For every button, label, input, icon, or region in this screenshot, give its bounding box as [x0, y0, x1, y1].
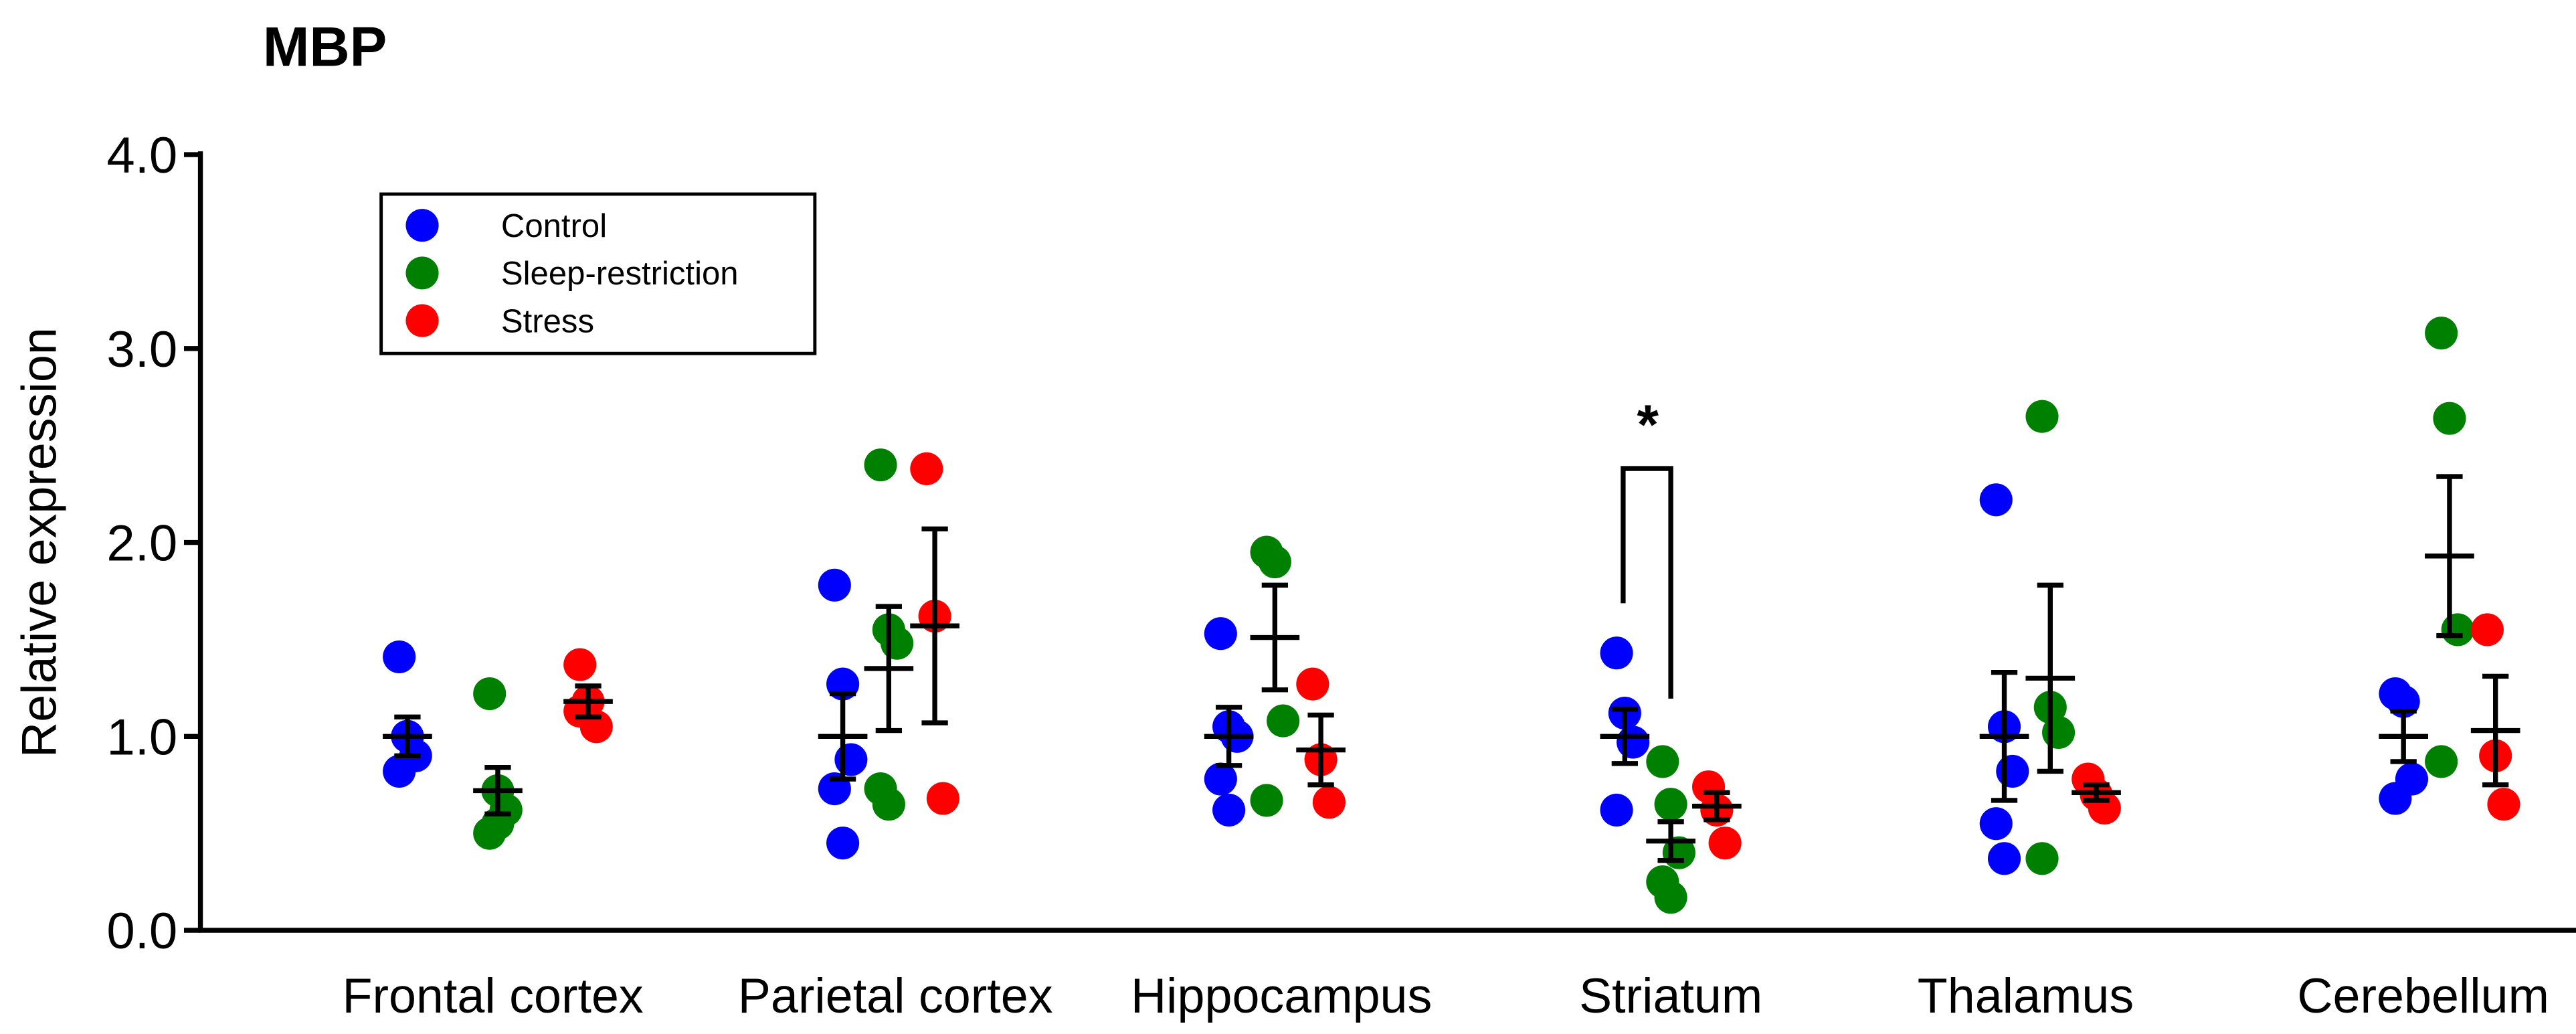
- data-point: [2425, 317, 2458, 350]
- x-tick-label: Frontal cortex: [342, 968, 643, 1023]
- error-bar: [2083, 782, 2110, 803]
- data-point: [1654, 881, 1687, 914]
- legend-marker: [405, 256, 439, 290]
- legend-label: Stress: [501, 303, 594, 339]
- data-point: [926, 782, 959, 815]
- y-tick-label: 2.0: [106, 515, 177, 572]
- data-point: [2042, 715, 2076, 750]
- error-bar: [484, 764, 511, 816]
- legend-box: [379, 192, 817, 355]
- data-point: [2025, 400, 2059, 433]
- data-point: [872, 788, 905, 821]
- legend-label: Sleep-restriction: [501, 256, 739, 292]
- data-point: [1296, 667, 1329, 701]
- x-tick-label: Parietal cortex: [738, 968, 1053, 1023]
- error-bar: [829, 691, 856, 782]
- error-bar: [921, 526, 948, 725]
- significance-bracket: [1621, 466, 1673, 699]
- y-tick-label: 0.0: [106, 903, 177, 960]
- data-point: [1250, 784, 1283, 817]
- data-point: [1979, 807, 2013, 841]
- chart-title: MBP: [263, 15, 387, 78]
- legend-marker: [405, 209, 439, 242]
- data-point: [2441, 613, 2474, 647]
- legend-label: Control: [501, 208, 607, 244]
- error-bar: [1657, 819, 1684, 863]
- error-bar: [1991, 669, 2018, 803]
- x-tick-label: Thalamus: [1918, 968, 2134, 1023]
- data-point: [1979, 483, 2013, 517]
- significance-annotation: *: [1637, 393, 1659, 456]
- y-axis-label: Relative expression: [11, 327, 66, 758]
- x-tick-label: Hippocampus: [1131, 968, 1432, 1023]
- x-tick-label: Striatum: [1579, 968, 1762, 1023]
- data-point: [2425, 745, 2458, 778]
- data-point: [2379, 782, 2412, 815]
- data-point: [1212, 793, 1246, 827]
- data-point: [1204, 617, 1237, 651]
- data-point: [2487, 788, 2520, 821]
- error-bar: [2037, 582, 2063, 774]
- data-point: [881, 626, 914, 660]
- error-bar: [1704, 790, 1730, 823]
- data-point: [1654, 788, 1687, 821]
- data-point: [1987, 842, 2021, 875]
- error-bar: [2390, 708, 2417, 764]
- data-point: [1600, 793, 1633, 827]
- data-point: [864, 448, 897, 482]
- data-point: [563, 648, 597, 681]
- error-bar: [1611, 707, 1638, 766]
- error-bar: [1261, 582, 1288, 693]
- data-point: [1996, 754, 2029, 788]
- error-bar: [575, 683, 602, 719]
- x-tick-label: Cerebellum: [2297, 968, 2549, 1023]
- data-point: [473, 677, 507, 711]
- data-point: [2433, 402, 2466, 435]
- data-point: [1267, 704, 1300, 738]
- data-point: [910, 452, 943, 486]
- data-point: [2470, 613, 2504, 647]
- data-point: [1258, 545, 1291, 579]
- y-tick-label: 4.0: [106, 127, 177, 184]
- y-tick-label: 3.0: [106, 321, 177, 378]
- error-bar: [394, 714, 421, 758]
- error-bar: [2482, 673, 2509, 788]
- data-point: [1312, 786, 1346, 819]
- error-bar: [2436, 474, 2463, 638]
- error-bar: [875, 604, 902, 734]
- data-point: [383, 640, 416, 674]
- data-point: [818, 568, 851, 602]
- data-point: [1617, 725, 1650, 759]
- error-bar: [1307, 712, 1334, 788]
- data-point: [383, 754, 416, 788]
- data-point: [1600, 636, 1633, 670]
- data-point: [1646, 745, 1679, 778]
- data-point: [834, 743, 868, 776]
- data-point: [1708, 827, 1742, 860]
- error-bar: [1215, 705, 1243, 768]
- y-tick-label: 1.0: [106, 709, 177, 766]
- legend-marker: [405, 304, 439, 337]
- data-point: [2025, 842, 2059, 875]
- data-point: [2088, 791, 2121, 825]
- data-point: [1204, 762, 1237, 796]
- data-point: [826, 827, 860, 860]
